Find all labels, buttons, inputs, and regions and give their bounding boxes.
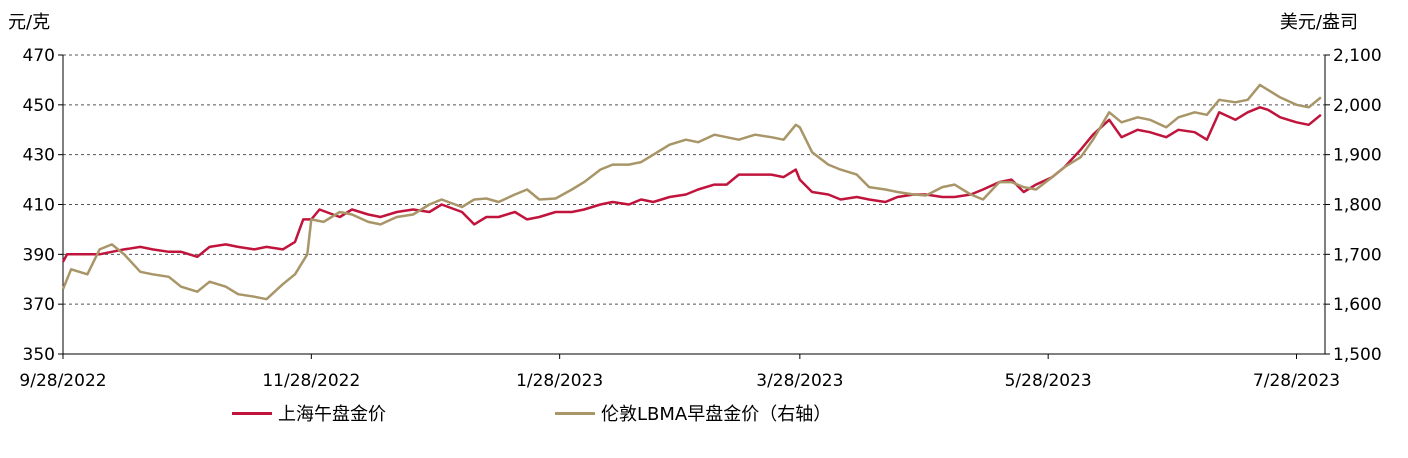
x-tick-label: 9/28/2022 — [19, 371, 106, 391]
left-tick-label: 410 — [23, 196, 55, 216]
left-tick-label: 390 — [23, 245, 55, 265]
right-axis-unit: 美元/盎司 — [1279, 12, 1358, 33]
right-tick-label: 2,100 — [1333, 46, 1382, 66]
legend-item-london: 伦敦LBMA早盘金价（右轴） — [555, 400, 831, 426]
legend-swatch-shanghai — [232, 411, 272, 415]
left-tick-label: 350 — [23, 345, 55, 365]
right-tick-label: 2,000 — [1333, 96, 1382, 116]
series-lines — [61, 83, 1322, 301]
x-tick-label: 3/28/2023 — [756, 371, 843, 391]
legend-swatch-london — [555, 411, 595, 415]
right-tick-label: 1,800 — [1333, 196, 1382, 216]
legend-label-london: 伦敦LBMA早盘金价（右轴） — [601, 404, 832, 425]
series-line-shanghai — [61, 106, 1322, 263]
left-tick-label: 370 — [23, 295, 55, 315]
x-tick-label: 1/28/2023 — [516, 371, 603, 391]
left-tick-label: 450 — [23, 96, 55, 116]
legend-item-shanghai: 上海午盘金价 — [232, 400, 386, 426]
x-tick-label: 7/28/2023 — [1253, 371, 1340, 391]
x-tick-label: 11/28/2022 — [262, 371, 360, 391]
series-line-london — [61, 83, 1322, 301]
right-tick-label: 1,700 — [1333, 245, 1382, 265]
left-axis-unit: 元/克 — [8, 12, 51, 33]
right-tick-label: 1,500 — [1333, 345, 1382, 365]
gridlines — [63, 54, 1325, 305]
right-tick-label: 1,600 — [1333, 295, 1382, 315]
x-axis-ticks: 9/28/2022 11/28/2022 1/28/2023 3/28/2023 5/2… — [19, 354, 1340, 391]
left-axis-ticks: 350 370 390 410 430 450 470 — [23, 46, 63, 365]
left-tick-label: 430 — [23, 146, 55, 166]
left-tick-label: 470 — [23, 46, 55, 66]
x-tick-label: 5/28/2023 — [1005, 371, 1092, 391]
legend-label-shanghai: 上海午盘金价 — [278, 404, 386, 425]
right-tick-label: 1,900 — [1333, 146, 1382, 166]
right-axis-ticks: 1,500 1,600 1,700 1,800 1,900 2,000 2,100 — [1325, 46, 1382, 365]
